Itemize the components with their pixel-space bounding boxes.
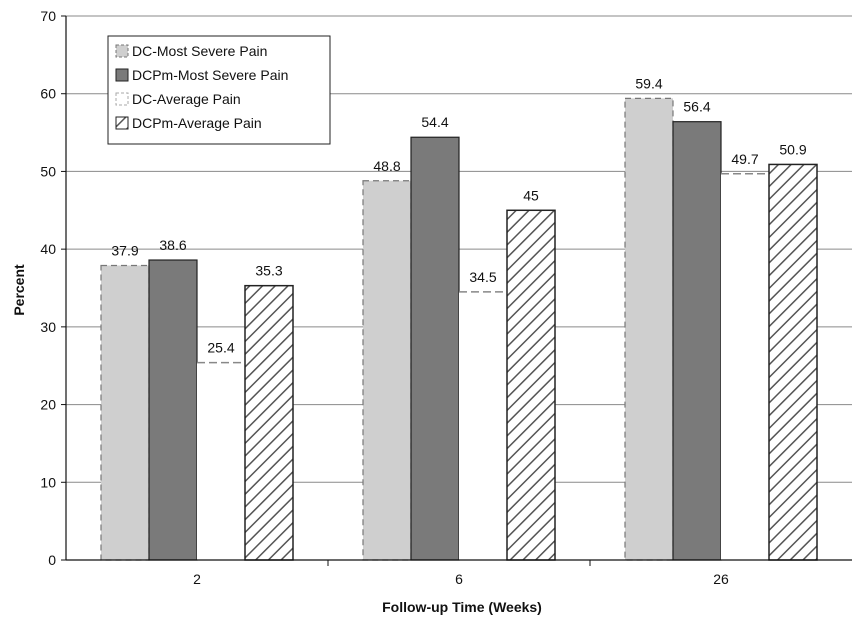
- data-label: 25.4: [207, 340, 234, 356]
- legend-label: DCPm-Most Severe Pain: [132, 67, 288, 83]
- x-tick-label: 2: [193, 571, 201, 587]
- data-label: 37.9: [111, 242, 138, 258]
- y-tick-label: 70: [40, 8, 56, 24]
- legend-label: DC-Most Severe Pain: [132, 43, 267, 59]
- data-label: 45: [523, 187, 539, 203]
- legend-box: [107, 35, 331, 145]
- legend-label: DC-Average Pain: [132, 91, 241, 107]
- data-label: 49.7: [731, 151, 758, 167]
- data-label: 34.5: [469, 269, 496, 285]
- bar-dcpm-average: [506, 209, 556, 561]
- bar-dcpm-most-severe: [148, 259, 198, 561]
- legend-swatch: [115, 44, 129, 58]
- y-tick-label: 20: [40, 397, 56, 413]
- y-tick-label: 30: [40, 319, 56, 335]
- data-labels: 37.9 38.6 25.4 35.3 48.8 54.4 34.5 45 59.4 56.4 49…: [111, 75, 806, 355]
- y-axis-title: Percent: [11, 264, 27, 316]
- data-label: 35.3: [255, 263, 282, 279]
- x-tick-label: 6: [455, 571, 463, 587]
- y-tick-label: 60: [40, 86, 56, 102]
- bar-dc-average: [197, 362, 245, 560]
- legend-label: DCPm-Average Pain: [132, 115, 262, 131]
- data-label: 38.6: [159, 237, 186, 253]
- data-label: 48.8: [373, 158, 400, 174]
- bar-dc-average: [459, 291, 507, 560]
- data-label: 56.4: [683, 99, 710, 115]
- legend: DC-Most Severe Pain DCPm-Most Severe Pain…: [107, 35, 331, 145]
- bar-dcpm-average: [768, 163, 818, 561]
- bar-dcpm-most-severe: [410, 136, 460, 561]
- data-label: 54.4: [421, 114, 448, 130]
- bar-dc-most-severe: [362, 180, 412, 561]
- y-tick-label: 50: [40, 163, 56, 179]
- data-label: 59.4: [635, 75, 662, 91]
- data-label: 50.9: [779, 141, 806, 157]
- legend-swatch: [115, 116, 129, 130]
- bar-dcpm-average: [244, 284, 294, 561]
- bars: [100, 97, 818, 561]
- bar-dc-average: [721, 173, 769, 560]
- legend-swatch: [115, 92, 129, 106]
- legend-swatch: [115, 68, 129, 82]
- y-tick-label: 10: [40, 474, 56, 490]
- bar-dc-most-severe: [100, 264, 150, 561]
- y-tick-label: 40: [40, 241, 56, 257]
- y-tick-label: 0: [48, 552, 56, 568]
- bar-dc-most-severe: [624, 97, 674, 561]
- x-axis-title: Follow-up Time (Weeks): [382, 599, 542, 615]
- bar-dcpm-most-severe: [672, 121, 722, 561]
- x-tick-label: 26: [713, 571, 729, 587]
